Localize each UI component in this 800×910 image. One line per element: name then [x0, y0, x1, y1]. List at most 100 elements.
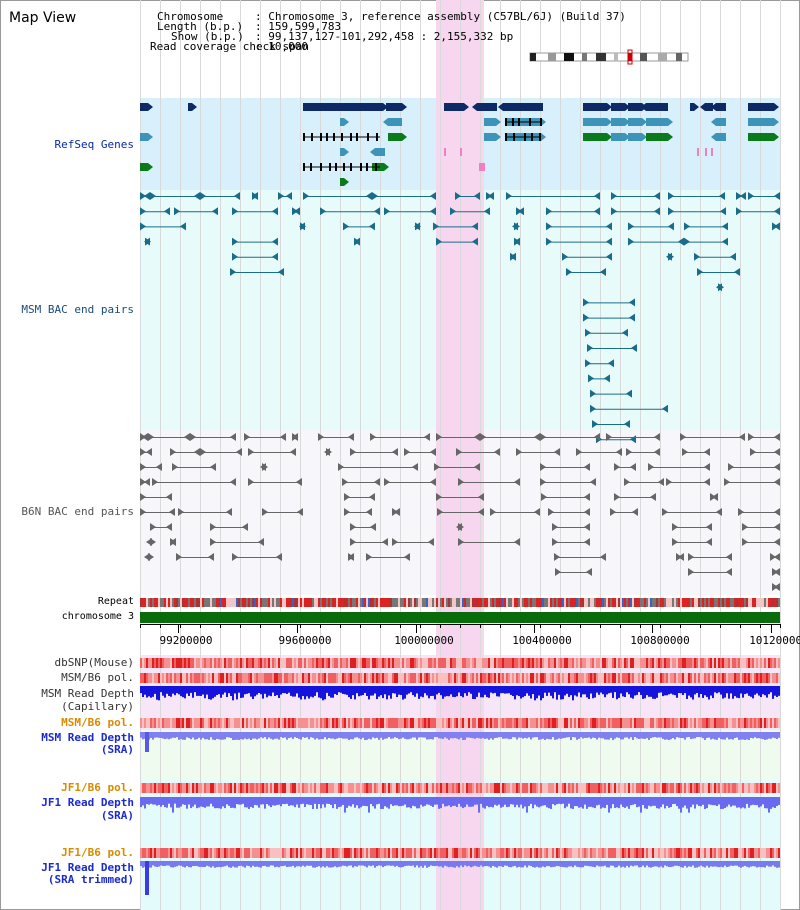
track-label-dbsnp[interactable]: dbSNP(Mouse) — [54, 656, 134, 669]
refseq-gene — [388, 133, 402, 141]
jf1-b6-polymorphism-trimmed — [280, 848, 282, 858]
msm-read-depth-capillary-bar — [560, 686, 562, 700]
track-label-jf1-b6-pol-trimmed[interactable]: JF1/B6 pol. — [61, 846, 134, 859]
track-label-msm-read-depth-sra[interactable]: MSM Read Depth — [41, 731, 134, 744]
repeat-element — [374, 598, 376, 607]
track-label-jf1-read-depth-trimmed[interactable]: JF1 Read Depth — [41, 861, 134, 874]
bac-end-right — [514, 237, 520, 246]
jf1-read-depth-sra-bar — [590, 797, 592, 807]
jf1-read-depth-trimmed-bar — [140, 861, 142, 867]
msm-b6-polymorphism-sra — [696, 718, 698, 728]
jf1-read-depth-trimmed-bar — [342, 861, 344, 866]
jf1-b6-polymorphism — [642, 783, 644, 793]
msm-b6-polymorphism-sra — [616, 718, 618, 728]
track-label-jf1-b6-pol[interactable]: JF1/B6 pol. — [61, 781, 134, 794]
dbsnp-density — [604, 658, 606, 668]
msm-b6-polymorphism — [298, 673, 300, 683]
msm-b6-polymorphism — [268, 673, 270, 683]
msm-read-depth-sra-bar — [718, 732, 720, 738]
gene-strand-arrow — [711, 118, 716, 126]
bac-end-right — [412, 463, 418, 471]
repeat-element — [482, 598, 484, 607]
bac-end-left — [170, 448, 176, 456]
msm-b6-polymorphism — [614, 673, 616, 683]
jf1-read-depth-trimmed-bar — [530, 861, 532, 867]
bac-end-left — [562, 252, 568, 261]
msm-b6-polymorphism — [348, 673, 350, 683]
jf1-read-depth-sra-bar — [560, 797, 562, 805]
jf1-b6-polymorphism — [548, 783, 550, 793]
track-label-b6n-bac-end-pairs[interactable]: B6N BAC end pairs — [21, 505, 134, 518]
dbsnp-density — [348, 658, 350, 668]
msm-read-depth-sra-bar — [316, 732, 318, 739]
jf1-b6-polymorphism — [218, 783, 220, 793]
ideogram-position-marker — [627, 49, 633, 65]
msm-read-depth-sra-bar — [164, 732, 166, 740]
jf1-b6-polymorphism — [354, 783, 356, 793]
repeat-element — [640, 598, 642, 607]
track-label-msm-read-depth-capillary[interactable]: MSM Read Depth — [41, 687, 134, 700]
msm-b6-polymorphism-sra — [756, 718, 758, 728]
msm-read-depth-capillary-bar — [340, 686, 342, 693]
refseq-gene — [628, 118, 642, 126]
jf1-read-depth-trimmed-bar — [650, 861, 652, 868]
msm-read-depth-sra-bar — [742, 732, 744, 740]
jf1-read-depth-trimmed-bar — [722, 861, 724, 868]
bac-end-left — [592, 420, 598, 428]
bac-end-left — [318, 433, 324, 441]
bac-end-left — [200, 448, 206, 456]
jf1-read-depth-sra-bar — [288, 797, 290, 806]
track-label-refseq-genes[interactable]: RefSeq Genes — [54, 138, 134, 151]
msm-b6-polymorphism-sra — [246, 718, 248, 728]
dbsnp-density — [238, 658, 240, 668]
track-label-msm-b6-pol[interactable]: MSM/B6 pol. — [61, 671, 134, 684]
jf1-read-depth-trimmed-bar — [254, 861, 256, 867]
msm-b6-polymorphism-sra — [168, 718, 170, 728]
jf1-b6-polymorphism — [460, 783, 462, 793]
gene-strand-arrow — [496, 133, 501, 141]
msm-read-depth-capillary-bar — [412, 686, 414, 696]
jf1-b6-polymorphism-trimmed — [476, 848, 478, 858]
jf1-read-depth-trimmed-bar — [362, 861, 364, 866]
msm-read-depth-sra-bar — [476, 732, 478, 738]
jf1-b6-polymorphism-trimmed — [638, 848, 640, 858]
msm-b6-polymorphism-sra — [610, 718, 612, 728]
jf1-b6-polymorphism-trimmed — [182, 848, 184, 858]
bac-end-left — [140, 493, 146, 501]
jf1-read-depth-trimmed-bar — [356, 861, 358, 867]
jf1-b6-polymorphism-trimmed — [750, 848, 752, 858]
msm-read-depth-capillary-bar — [638, 686, 640, 693]
track-label-jf1-read-depth-sra[interactable]: JF1 Read Depth — [41, 796, 134, 809]
msm-b6-polymorphism — [364, 673, 366, 683]
msm-read-depth-sra-bar — [662, 732, 664, 739]
bac-end-right — [286, 192, 292, 200]
repeat-element — [350, 598, 352, 607]
dbsnp-density — [728, 658, 730, 668]
repeat-element — [548, 598, 550, 607]
msm-read-depth-capillary-bar — [580, 686, 582, 698]
msm-read-depth-capillary-bar — [370, 686, 372, 696]
dbsnp-density — [646, 658, 648, 668]
jf1-read-depth-sra-bar — [534, 797, 536, 805]
jf1-b6-polymorphism-trimmed — [384, 848, 386, 858]
msm-b6-polymorphism-sra — [708, 718, 710, 728]
jf1-read-depth-trimmed-bar — [492, 861, 494, 866]
track-label-msm-b6-pol-sra[interactable]: MSM/B6 pol. — [61, 716, 134, 729]
dbsnp-density — [258, 658, 260, 668]
msm-b6-polymorphism-sra — [298, 718, 300, 728]
dbsnp-density — [564, 658, 566, 668]
dbsnp-density — [446, 658, 448, 668]
track-label-msm-bac-end-pairs[interactable]: MSM BAC end pairs — [21, 303, 134, 316]
msm-b6-polymorphism — [218, 673, 220, 683]
dbsnp-density — [466, 658, 468, 668]
jf1-b6-polymorphism — [168, 783, 170, 793]
msm-read-depth-capillary-bar — [212, 686, 214, 699]
jf1-b6-polymorphism — [728, 783, 730, 793]
dbsnp-density — [166, 658, 168, 668]
repeat-element — [610, 598, 612, 607]
msm-b6-polymorphism — [662, 673, 664, 683]
bac-end-right — [584, 523, 590, 531]
jf1-b6-polymorphism-trimmed — [544, 848, 546, 858]
jf1-read-depth-trimmed-bar — [712, 861, 714, 867]
repeat-element — [770, 598, 772, 607]
